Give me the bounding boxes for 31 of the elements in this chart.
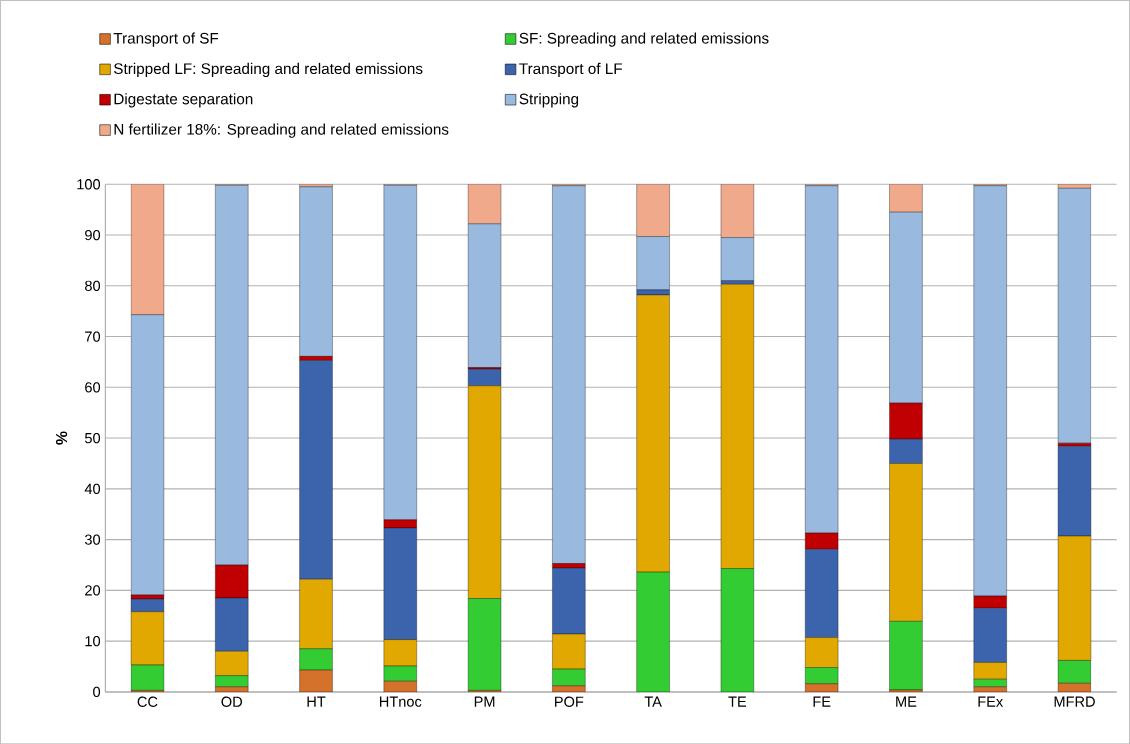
legend-label: Transport of LF <box>519 62 622 77</box>
x-tick-label: MFRD <box>1054 696 1095 707</box>
x-tick-label: FEx <box>978 696 1004 707</box>
x-tick-label: OD <box>221 696 242 707</box>
x-tick-label: POF <box>555 696 584 707</box>
x-tick-label: HT <box>307 696 326 707</box>
x-tick-label: PM <box>474 696 495 707</box>
y-tick-label: 50 <box>84 432 101 444</box>
x-tick-label: ME <box>896 696 917 707</box>
x-tick-label: FE <box>813 696 831 707</box>
y-tick-label: 40 <box>84 483 101 494</box>
legend-label: SF: Spreading and related emissions <box>519 32 769 47</box>
y-tick-label: 30 <box>84 534 101 545</box>
y-tick-label: 80 <box>85 280 101 291</box>
y-axis-title: % <box>55 431 68 445</box>
y-tick-label: 70 <box>85 331 101 342</box>
legend-label: N fertilizer 18%: Spreading and related emissions <box>114 123 449 138</box>
legend-label: Stripping <box>519 93 579 108</box>
x-tick-label: HTnoc <box>380 696 422 707</box>
x-tick-label: TE <box>728 696 747 707</box>
y-tick-label: 20 <box>85 585 101 596</box>
legend-label: Transport of SF <box>113 32 219 47</box>
legend-label: Stripped LF: Spreading and related emissions <box>114 62 423 77</box>
y-tick-label: 60 <box>85 382 101 393</box>
x-tick-label: CC <box>137 696 158 707</box>
x-tick-label: TA <box>644 696 662 707</box>
legend-label: Digestate separation <box>114 93 253 108</box>
y-tick-label: 100 <box>77 178 101 190</box>
y-tick-label: 90 <box>85 229 101 241</box>
y-tick-label: 10 <box>85 635 101 647</box>
y-tick-label: 0 <box>93 686 101 697</box>
